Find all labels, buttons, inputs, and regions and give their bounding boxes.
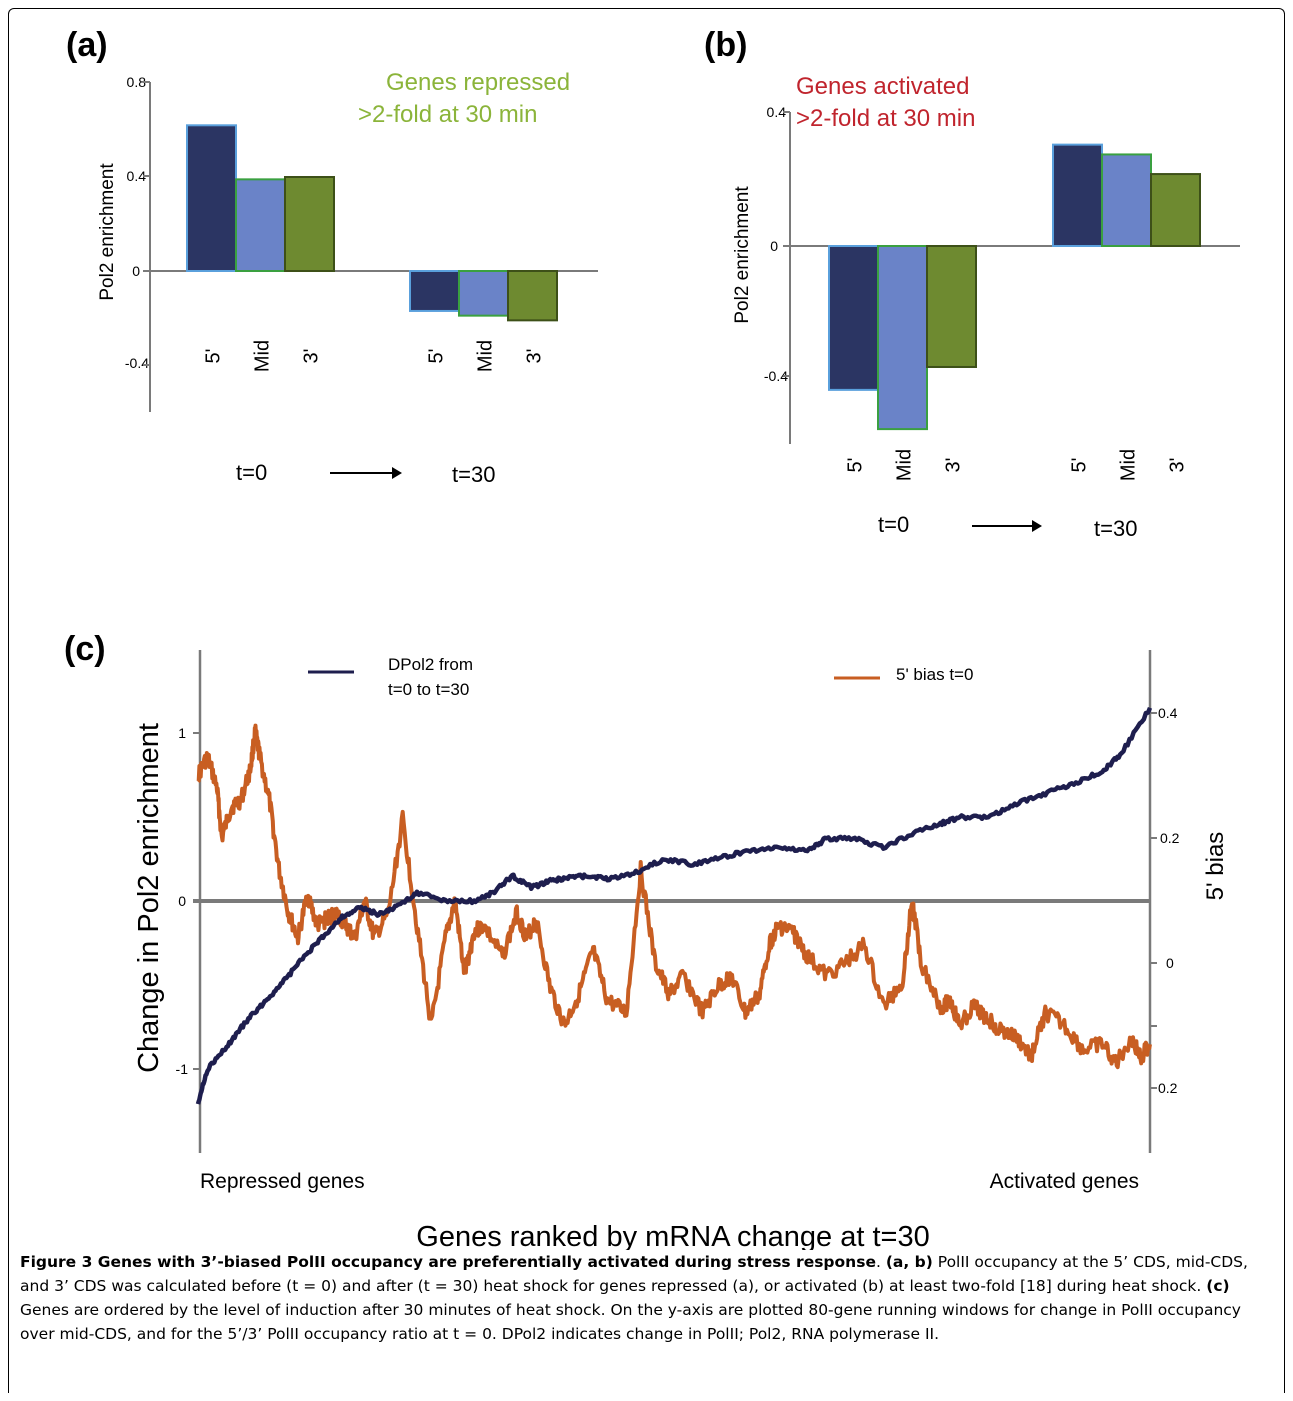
panel-c-left-ytick: 1 bbox=[178, 725, 186, 741]
panel-c-right-ticks: 0.4 0.2 0 0.2 bbox=[1150, 705, 1180, 1096]
bar-t0-1 bbox=[235, 178, 286, 273]
bar-t0-2 bbox=[926, 245, 977, 368]
panel-b-ytick: 0 bbox=[770, 238, 778, 254]
panel-b-title-line1: Genes activated bbox=[796, 73, 969, 100]
panel-c-ylabel-right: 5' bias bbox=[1202, 832, 1229, 901]
panel-a-time-end: t=30 bbox=[452, 462, 495, 487]
panel-a-title-line2: >2-fold at 30 min bbox=[358, 101, 537, 128]
bar-t30-1 bbox=[458, 270, 509, 317]
panel-b-time-start: t=0 bbox=[878, 512, 909, 537]
category-label: 5' bbox=[845, 458, 867, 473]
bar-t0-2 bbox=[284, 176, 335, 272]
caption-ab-label: (a, b) bbox=[885, 1253, 933, 1271]
category-label: 5' bbox=[426, 349, 448, 364]
panel-c-right-end-label: Activated genes bbox=[990, 1170, 1139, 1193]
bar-t0-1 bbox=[877, 245, 928, 431]
panel-a-ytick: 0.8 bbox=[127, 74, 147, 90]
panel-c-series bbox=[195, 706, 1153, 1105]
panel-a: (a) Genes repressed >2-fold at 30 min Po… bbox=[66, 26, 598, 487]
panel-b-label: (b) bbox=[704, 26, 747, 64]
panel-b-y-ticks: 0.4 0 -0.4 bbox=[764, 104, 790, 384]
panel-a-bars bbox=[186, 124, 558, 322]
panel-c-xlabel: Genes ranked by mRNA change at t=30 bbox=[416, 1221, 929, 1250]
legend-dpol2-line1: DPol2 from bbox=[388, 655, 473, 674]
arrow-right-icon bbox=[1032, 520, 1042, 532]
panel-c-label: (c) bbox=[64, 630, 106, 668]
panel-b-time-end: t=30 bbox=[1094, 516, 1137, 541]
panel-c-right-ytick: 0.2 bbox=[1160, 830, 1180, 846]
category-label: Mid bbox=[475, 340, 497, 372]
panel-a-ytick: -0.4 bbox=[125, 355, 149, 371]
figure-frame bbox=[8, 8, 1285, 1393]
caption-title: Figure 3 Genes with 3’-biased PolII occu… bbox=[20, 1253, 876, 1271]
panel-a-ytick: 0.4 bbox=[127, 168, 147, 184]
arrow-right-icon bbox=[392, 467, 402, 479]
category-label: Mid bbox=[894, 449, 916, 481]
series-line-right bbox=[196, 723, 1152, 1070]
panel-a-time-start: t=0 bbox=[236, 460, 267, 485]
panel-c-ylabel-left: Change in Pol2 enrichment bbox=[133, 723, 165, 1073]
panel-a-ytick: 0 bbox=[132, 263, 140, 279]
category-label: Mid bbox=[1118, 449, 1140, 481]
bar-t0-0 bbox=[186, 124, 237, 272]
panel-b: (b) Genes activated >2-fold at 30 min Po… bbox=[704, 26, 1240, 541]
panel-c-left-ticks: 1 0 -1 bbox=[176, 725, 200, 1077]
category-label: 3' bbox=[943, 458, 965, 473]
panel-a-ylabel: Pol2 enrichment bbox=[97, 163, 118, 301]
panel-c-right-ytick: 0.2 bbox=[1158, 1080, 1178, 1096]
figure-caption: Figure 3 Genes with 3’-biased PolII occu… bbox=[20, 1250, 1276, 1346]
bar-t30-1 bbox=[1101, 153, 1152, 247]
category-label: Mid bbox=[252, 340, 274, 372]
panel-a-y-ticks: 0.8 0.4 0 -0.4 bbox=[125, 74, 150, 371]
bar-t30-2 bbox=[507, 270, 558, 322]
category-label: 3' bbox=[1167, 458, 1189, 473]
panel-a-category-labels: 5' Mid 3' 5' Mid 3' bbox=[203, 340, 546, 372]
bar-t30-0 bbox=[1052, 143, 1103, 248]
panel-b-category-labels: 5' Mid 3' 5' Mid 3' bbox=[845, 449, 1189, 481]
panel-a-label: (a) bbox=[66, 26, 108, 64]
category-label: 3' bbox=[301, 349, 323, 364]
bar-t30-0 bbox=[409, 270, 460, 312]
caption-ab-text: PolII occupancy at the 5’ CDS, mid-CDS, … bbox=[20, 1253, 1248, 1295]
panel-b-ytick: -0.4 bbox=[764, 368, 788, 384]
panel-b-ytick: 0.4 bbox=[767, 104, 787, 120]
panel-c: (c) 1 0 -1 0.4 0.2 0 0.2 Change in Pol2 … bbox=[64, 630, 1229, 1250]
panel-c-left-end-label: Repressed genes bbox=[200, 1170, 365, 1193]
series-line-left bbox=[195, 706, 1153, 1105]
panel-c-left-ytick: -1 bbox=[176, 1061, 189, 1077]
legend-bias-label: 5' bias t=0 bbox=[896, 665, 973, 684]
bar-t30-2 bbox=[1150, 173, 1201, 247]
panel-b-ylabel: Pol2 enrichment bbox=[732, 186, 753, 324]
panel-c-right-ytick: 0.4 bbox=[1158, 705, 1178, 721]
panel-c-left-ytick: 0 bbox=[178, 893, 186, 909]
caption-title-end: . bbox=[875, 1253, 881, 1271]
panel-b-title-line2: >2-fold at 30 min bbox=[796, 105, 975, 132]
caption-c-text: Genes are ordered by the level of induct… bbox=[20, 1301, 1241, 1343]
category-label: 5' bbox=[1069, 458, 1091, 473]
category-label: 5' bbox=[203, 349, 225, 364]
panel-c-right-ytick: 0 bbox=[1166, 955, 1174, 971]
panel-b-bars bbox=[828, 143, 1201, 431]
bar-t0-0 bbox=[828, 245, 879, 391]
caption-c-label: (c) bbox=[1206, 1277, 1230, 1295]
figure-svg: (a) Genes repressed >2-fold at 30 min Po… bbox=[64, 26, 1240, 1250]
category-label: 3' bbox=[524, 349, 546, 364]
panel-a-title-line1: Genes repressed bbox=[386, 69, 570, 96]
legend-dpol2-line2: t=0 to t=30 bbox=[388, 680, 469, 699]
